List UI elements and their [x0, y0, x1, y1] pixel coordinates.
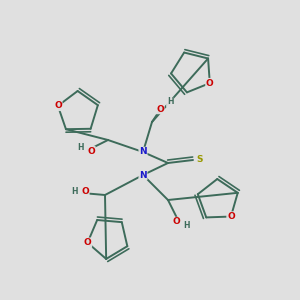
Text: O: O: [206, 79, 214, 88]
Text: N: N: [139, 148, 147, 157]
Text: O: O: [54, 101, 62, 110]
Text: N: N: [139, 170, 147, 179]
Text: H: H: [184, 220, 190, 230]
Text: O: O: [156, 104, 164, 113]
Text: O: O: [87, 146, 95, 155]
Text: O: O: [84, 238, 92, 247]
Text: H: H: [167, 98, 173, 106]
Text: H: H: [77, 143, 83, 152]
Text: S: S: [197, 155, 203, 164]
Text: H: H: [71, 187, 77, 196]
Text: O: O: [81, 187, 89, 196]
Text: O: O: [227, 212, 235, 221]
Text: O: O: [172, 218, 180, 226]
